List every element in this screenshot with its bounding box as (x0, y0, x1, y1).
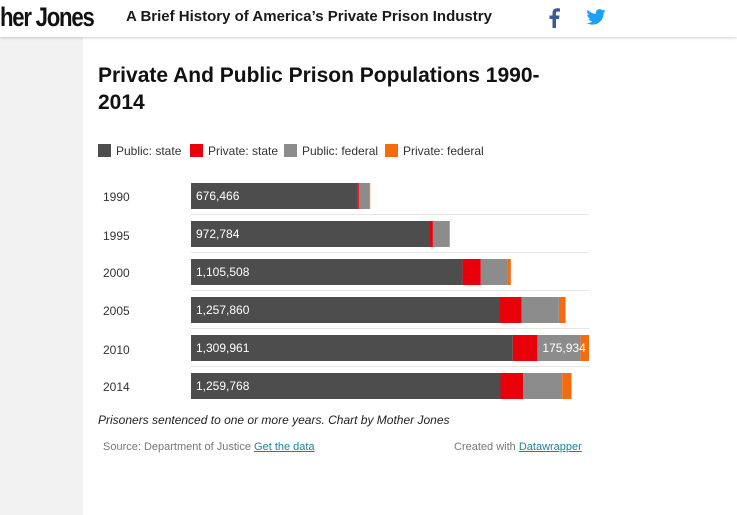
bar-private-federal-2010 (580, 335, 589, 361)
bar-public-federal-2010 (537, 335, 581, 361)
legend-swatch-public-state (98, 144, 111, 157)
bar-private-federal-2014 (562, 373, 572, 399)
twitter-icon[interactable] (586, 9, 606, 30)
bar-plot: 676,466 972,784 1,105,508 1,257,860 1,309,96… (191, 183, 589, 399)
legend-swatch-public-federal (284, 144, 297, 157)
site-header: her Jones A Brief History of America’s P… (0, 0, 737, 37)
twitter-icon-graphic (586, 9, 606, 25)
row-divider (191, 214, 589, 215)
data-label-2000: 1,105,508 (196, 265, 250, 279)
facebook-icon-graphic (549, 8, 560, 29)
bar-private-federal-2000 (507, 259, 511, 285)
row-divider (191, 366, 589, 367)
row-label-2000: 2000 (103, 266, 130, 280)
legend-item-public-state: Public: state (98, 144, 181, 158)
bar-public-federal-2000 (480, 259, 508, 285)
legend-item-private-state: Private: state (190, 144, 278, 158)
legend-item-public-federal: Public: federal (284, 144, 378, 158)
bar-public-state-2000 (191, 259, 463, 285)
bar-private-state-2000 (462, 259, 481, 285)
bar-private-state-1995 (430, 221, 433, 247)
legend-label-private-state: Private: state (208, 144, 279, 158)
bar-public-state-2010 (191, 335, 513, 361)
data-label-1990: 676,466 (196, 189, 240, 203)
row-divider (191, 252, 589, 253)
chart-container: Private And Public Prison Populations 19… (83, 37, 737, 515)
facebook-icon[interactable] (548, 8, 560, 33)
row-divider (191, 328, 589, 329)
bar-private-state-1990 (357, 183, 359, 209)
data-label-2005: 1,257,860 (196, 303, 250, 317)
bar-private-federal-1995 (449, 221, 450, 247)
bar-public-state-2014 (191, 373, 501, 399)
chart-note: Prisoners sentenced to one or more years… (98, 413, 450, 427)
source-text: Source: Department of Justice (103, 441, 251, 453)
data-label-2010: 175,934 (542, 341, 586, 355)
bar-private-state-2005 (500, 297, 522, 323)
row-label-1995: 1995 (103, 229, 130, 243)
site-logo[interactable]: her Jones (0, 2, 95, 32)
datawrapper-link[interactable]: Datawrapper (518, 441, 582, 453)
legend-swatch-private-federal (385, 144, 398, 157)
bar-public-federal-2005 (521, 297, 559, 323)
legend-label-public-state: Public: state (116, 144, 182, 158)
bar-public-federal-1995 (432, 221, 450, 247)
legend-swatch-private-state (190, 144, 203, 157)
data-label-2014: 1,259,768 (196, 379, 250, 393)
row-label-2005: 2005 (103, 304, 130, 318)
bar-public-state-1990 (191, 183, 358, 209)
row-label-2010: 2010 (103, 343, 130, 357)
created-with: Created with Datawrapper (454, 441, 582, 453)
chart-title: Private And Public Prison Populations 19… (98, 64, 540, 114)
bar-public-state-2005 (191, 297, 500, 323)
bar-private-federal-2005 (559, 297, 566, 323)
bar-private-state-2010 (512, 335, 538, 361)
row-label-1990: 1990 (103, 190, 130, 204)
article-headline[interactable]: A Brief History of America’s Private Pri… (126, 8, 492, 25)
bar-public-federal-1990 (358, 183, 370, 209)
legend-label-private-federal: Private: federal (403, 144, 484, 158)
bar-private-state-2014 (500, 373, 524, 399)
row-label-2014: 2014 (103, 380, 130, 394)
created-with-text: Created with (454, 441, 516, 453)
row-divider (191, 290, 589, 291)
bar-public-state-1995 (191, 221, 430, 247)
get-data-link[interactable]: Get the data (254, 441, 315, 453)
legend-label-public-federal: Public: federal (302, 144, 379, 158)
data-label-2010: 1,309,961 (196, 341, 250, 355)
bar-public-federal-2014 (523, 373, 563, 399)
data-label-1995: 972,784 (196, 227, 240, 241)
legend-item-private-federal: Private: federal (385, 144, 484, 158)
chart-source: Source: Department of Justice Get the da… (103, 441, 315, 453)
bar-private-federal-1990 (369, 183, 371, 209)
